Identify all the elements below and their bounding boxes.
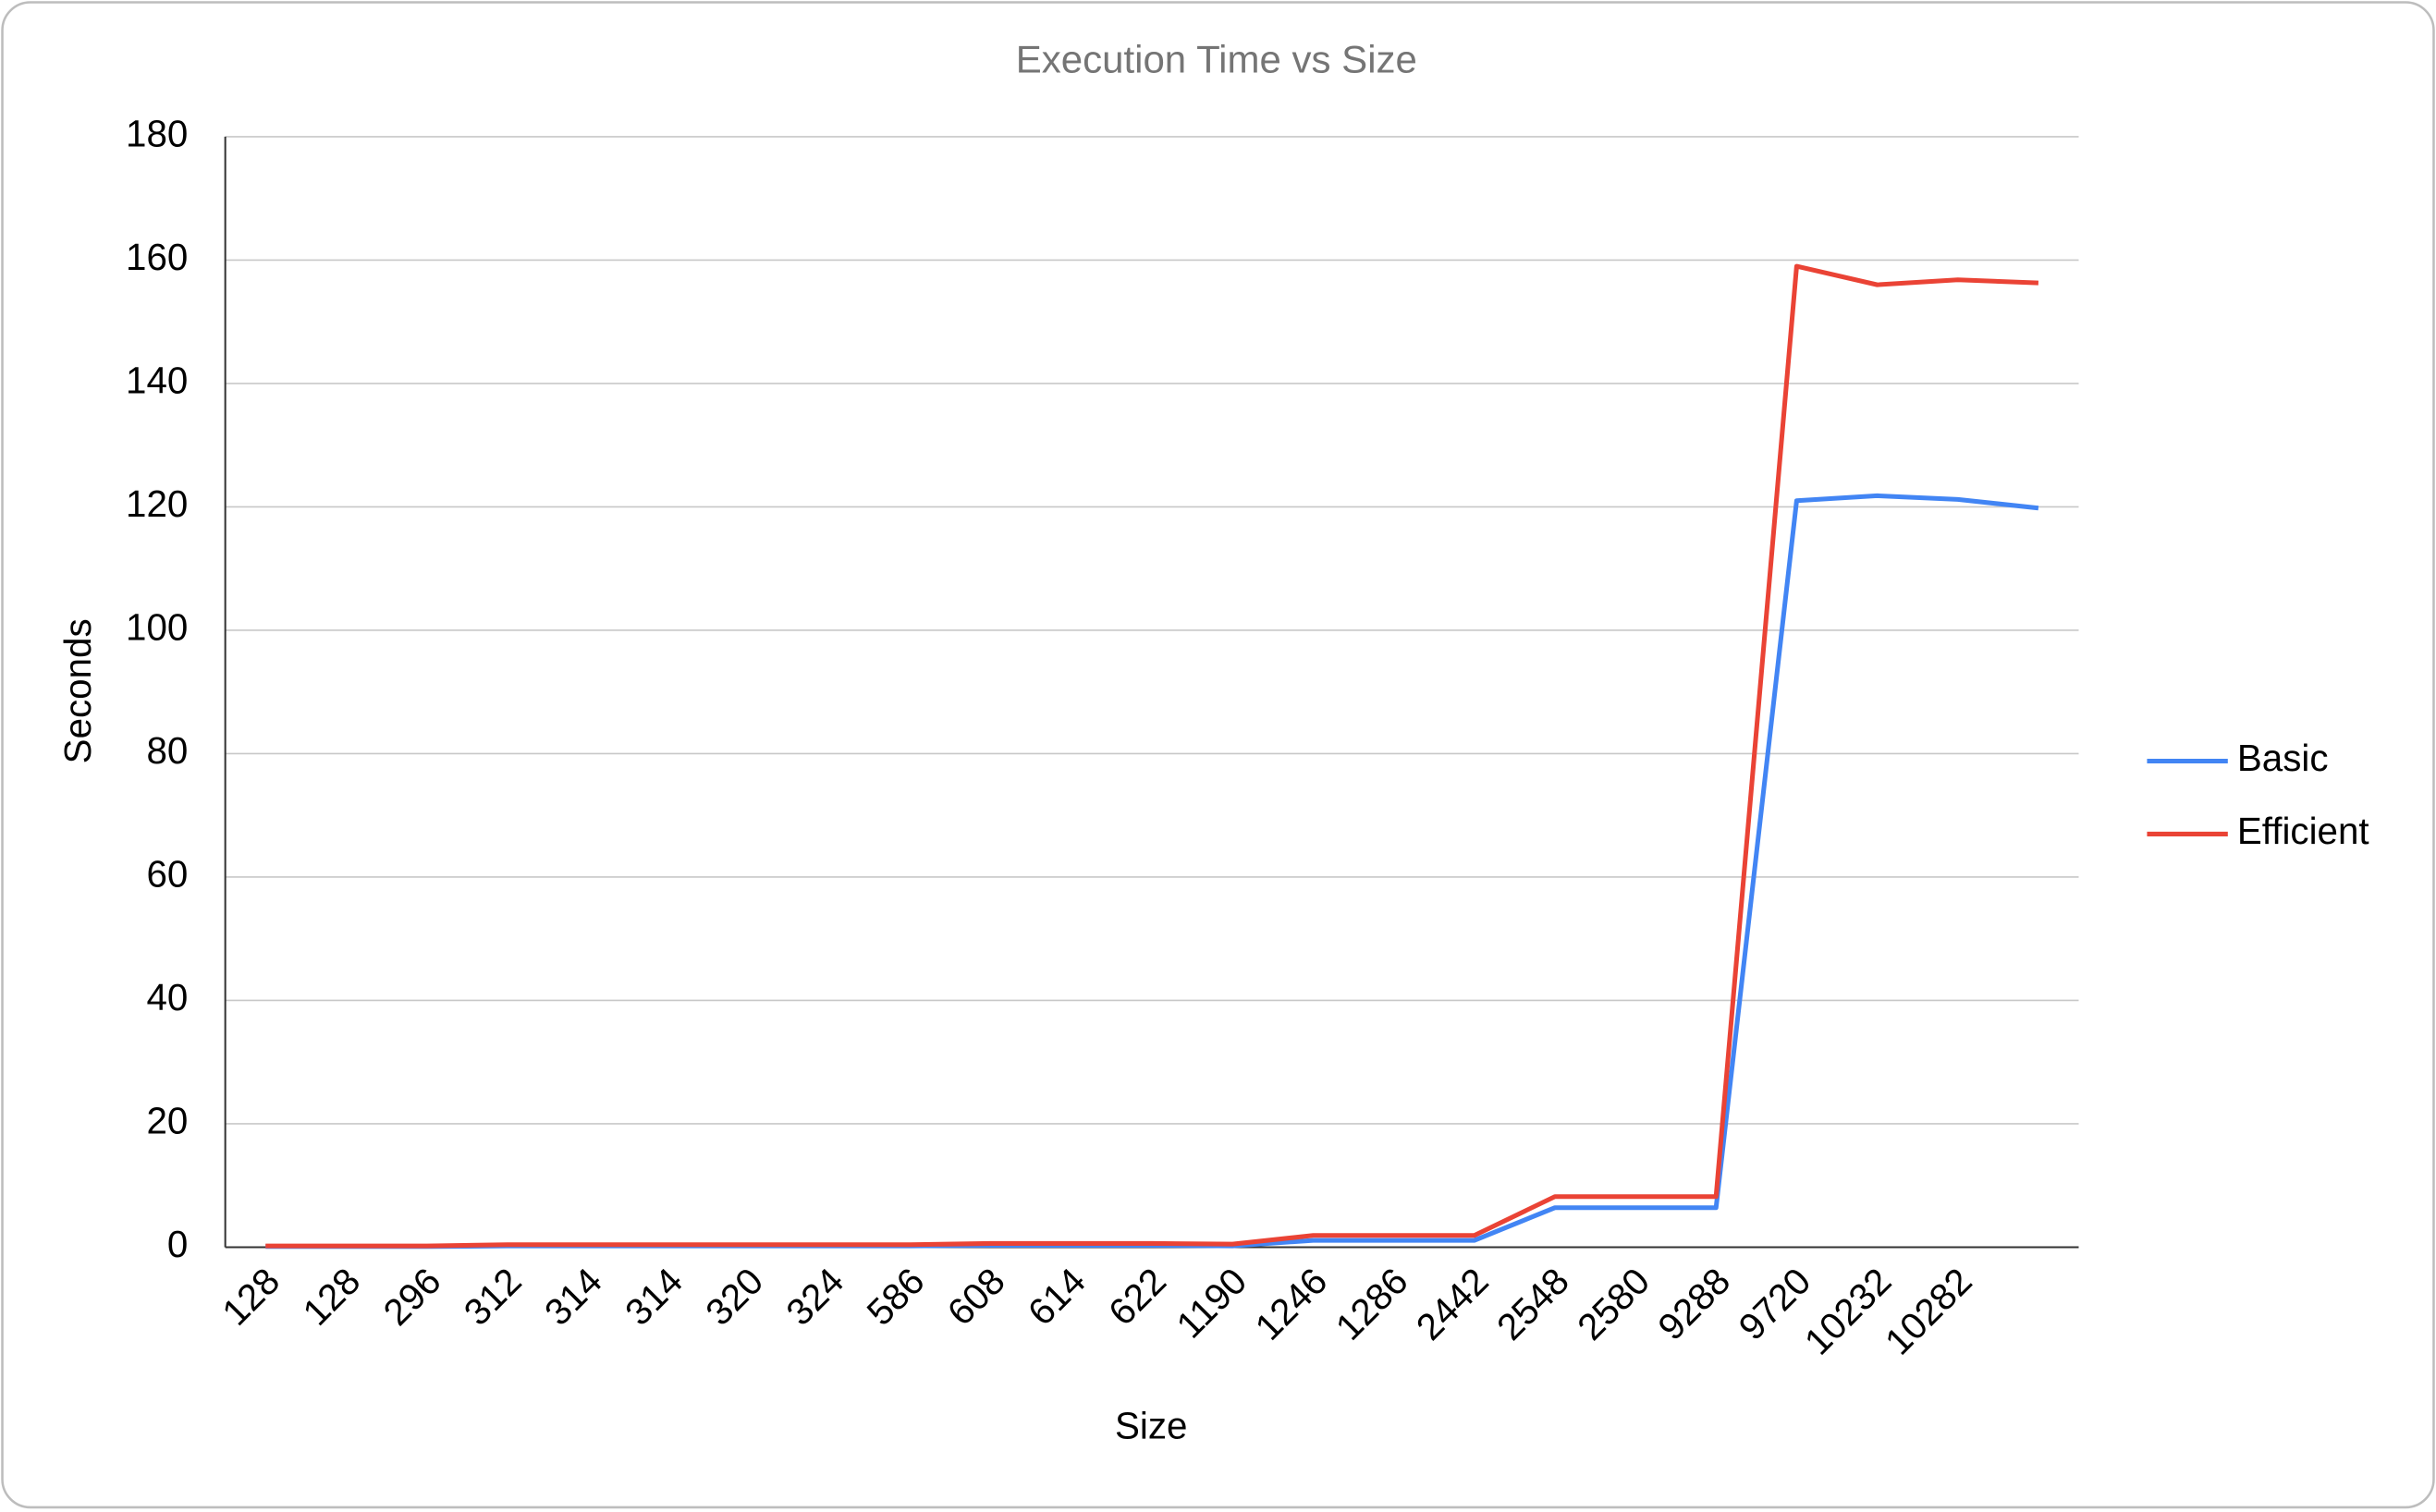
y-tick-label: 20 [146, 1100, 188, 1142]
y-tick-label: 0 [167, 1223, 188, 1265]
legend-label: Efficient [2237, 810, 2369, 852]
y-tick-label: 60 [146, 853, 188, 896]
y-tick-label: 180 [126, 113, 188, 155]
y-axis-label: Seconds [56, 618, 99, 763]
y-tick-label: 40 [146, 976, 188, 1018]
legend-label: Basic [2237, 737, 2329, 779]
y-tick-label: 160 [126, 236, 188, 278]
chart-title: Execution Time vs Size [1016, 37, 1417, 80]
y-tick-label: 120 [126, 482, 188, 525]
x-axis-label: Size [1115, 1405, 1187, 1447]
y-tick-label: 140 [126, 360, 188, 402]
line-series [265, 263, 2039, 1249]
y-tick-label: 100 [126, 606, 188, 649]
y-tick-label: 80 [146, 729, 188, 772]
